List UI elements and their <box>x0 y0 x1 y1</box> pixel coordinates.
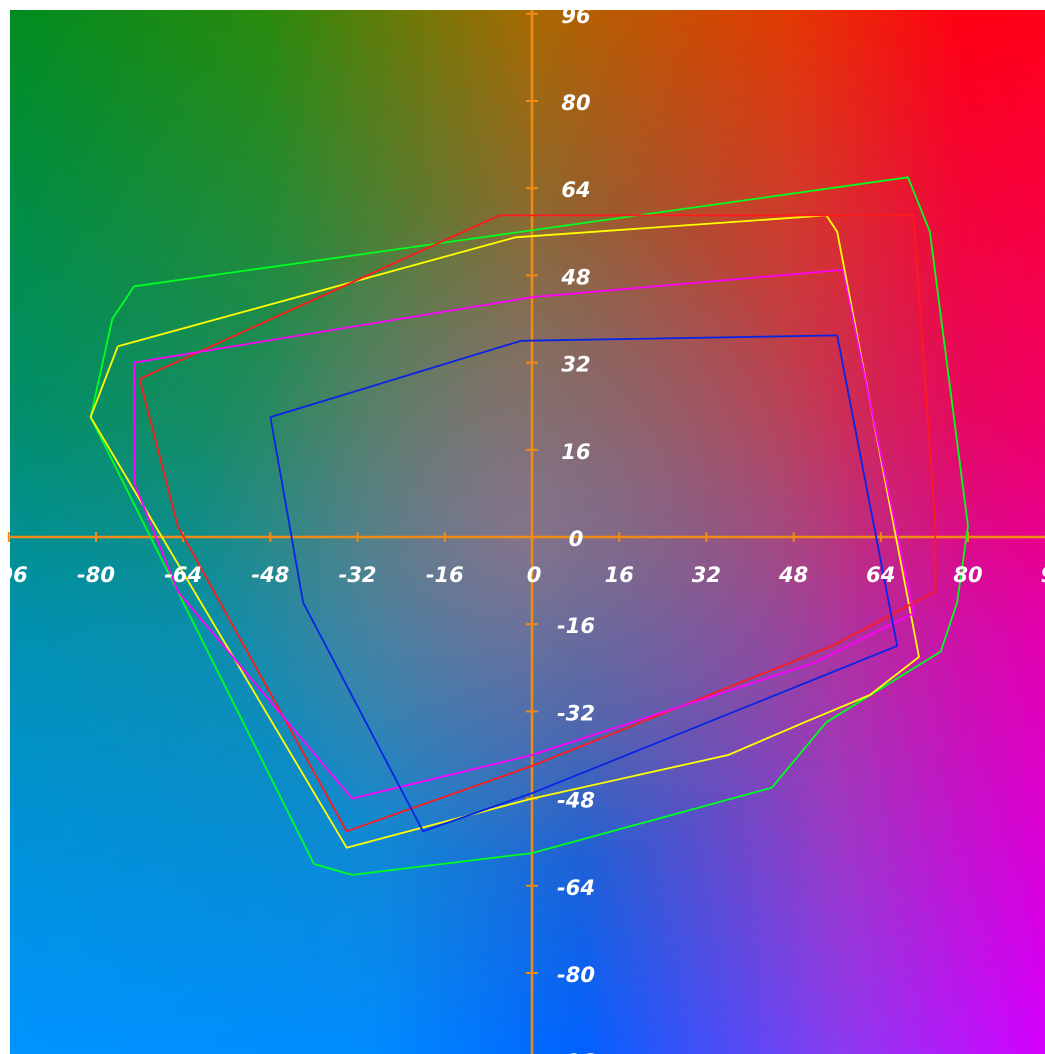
x-tick-label: 32 <box>692 563 721 587</box>
x-tick-label: -32 <box>339 563 377 587</box>
x-tick-label: 80 <box>953 563 982 587</box>
series-layer <box>89 176 969 876</box>
x-tick-label: -80 <box>77 563 115 587</box>
y-tick-label: -16 <box>557 614 595 638</box>
axes <box>7 10 1045 1054</box>
y-tick-label: 16 <box>561 440 590 464</box>
y-tick-label: 0 <box>569 527 584 551</box>
x-tick-label: -64 <box>164 563 202 587</box>
x-tick-label: -16 <box>426 563 464 587</box>
gamut-series-5 <box>269 334 899 833</box>
y-tick-label: -64 <box>557 876 595 900</box>
gamut-series-1 <box>89 176 969 876</box>
x-tick-label: -48 <box>251 563 289 587</box>
x-tick-label: 64 <box>866 563 895 587</box>
gamut-series-3 <box>138 214 937 833</box>
y-tick-label: -48 <box>557 789 595 813</box>
y-tick-label: -32 <box>557 701 595 725</box>
y-tick-label: 32 <box>561 353 590 377</box>
y-tick-label: 80 <box>561 91 590 115</box>
x-tick-label: -96 <box>0 563 28 587</box>
x-tick-label: 48 <box>778 563 808 587</box>
y-tick-label: -80 <box>557 963 595 987</box>
y-tick-label: 96 <box>561 4 590 28</box>
gamut-series-2 <box>89 214 920 849</box>
x-tick-label: 16 <box>605 563 634 587</box>
x-tick-label: 0 <box>527 563 542 587</box>
y-tick-label: 48 <box>560 265 590 289</box>
gamut-series-4 <box>133 268 915 800</box>
y-tick-label: -96 <box>557 1050 595 1054</box>
y-tick-label: 64 <box>561 178 590 202</box>
tick-labels: -96 -80 -64 -48 -32 -16 16 32 48 64 80 96 0 96 80 64 48 3… <box>0 4 1045 1054</box>
x-tick-label: 96 <box>1041 563 1045 587</box>
